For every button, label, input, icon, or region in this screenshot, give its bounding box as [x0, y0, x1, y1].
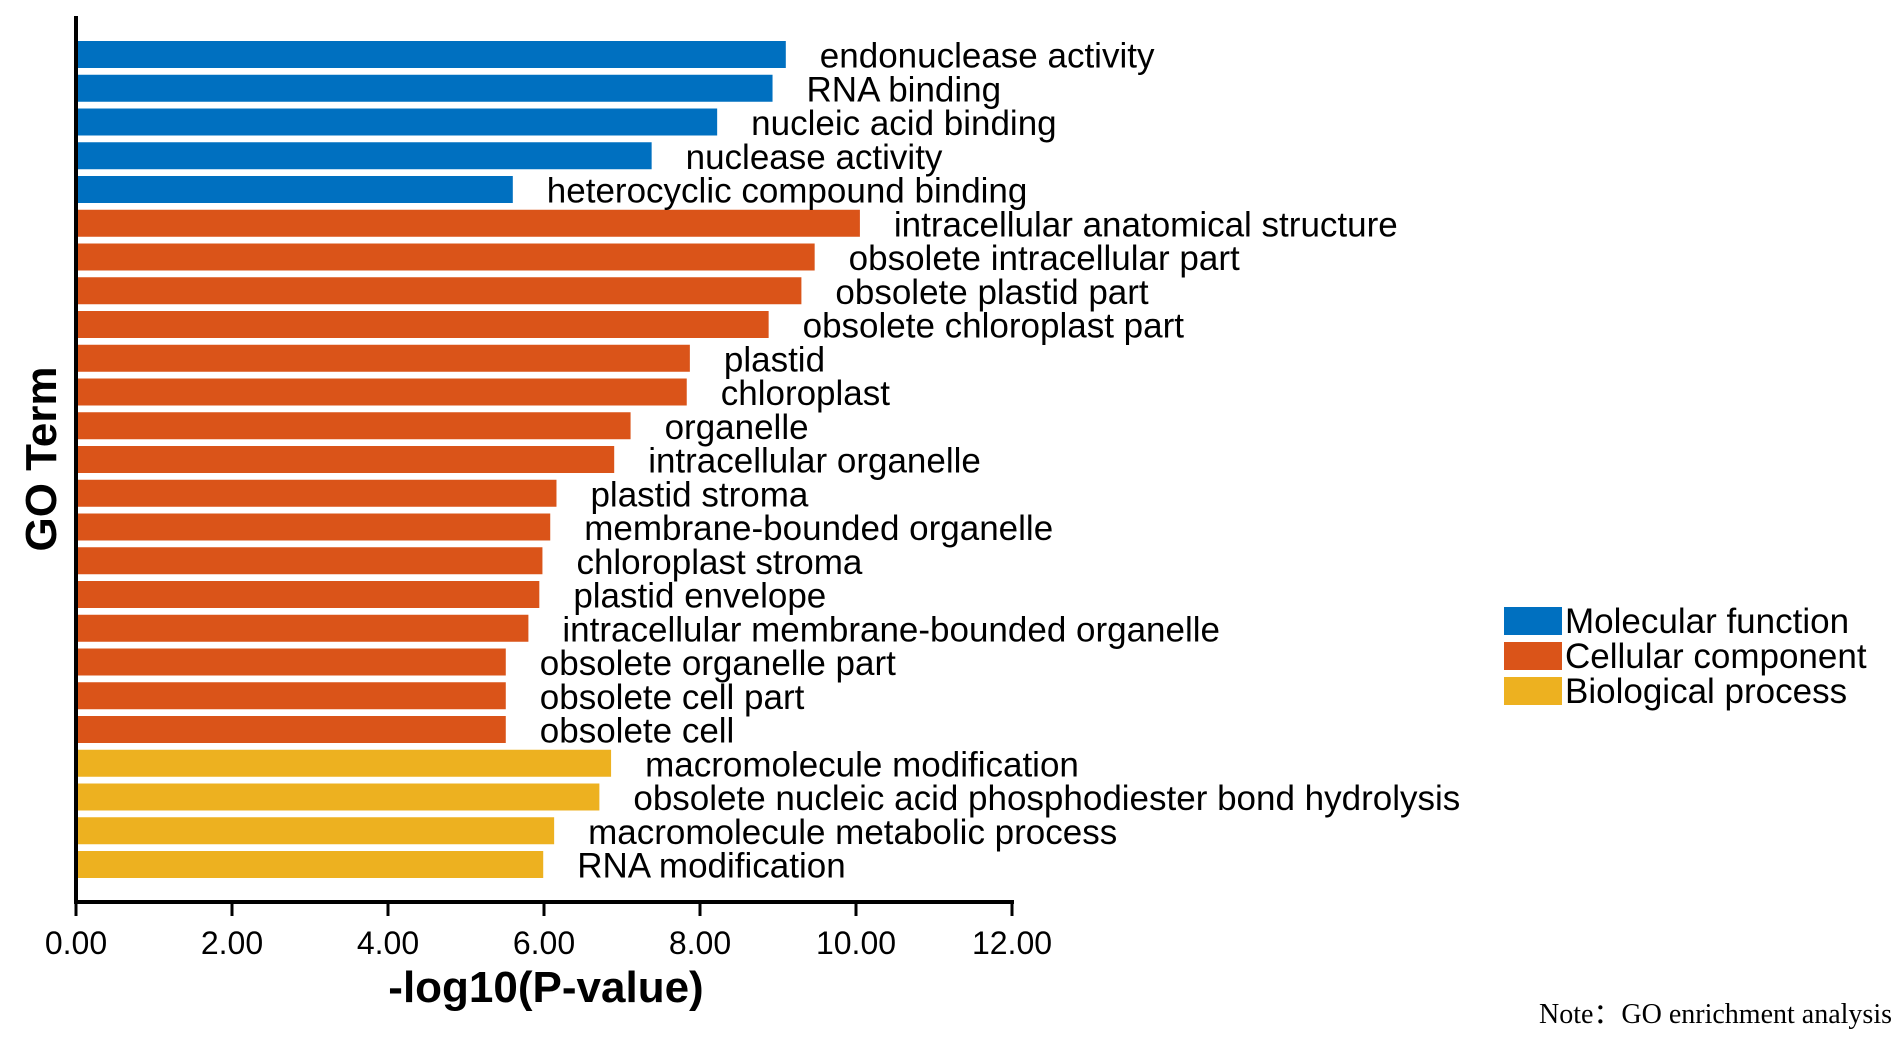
bar [78, 344, 690, 372]
bar-label: plastid stroma [590, 475, 808, 514]
bar-label: obsolete cell [540, 712, 735, 751]
bar [78, 783, 600, 811]
bar-label: intracellular organelle [648, 442, 981, 481]
bar-label: plastid [724, 340, 825, 379]
bar-label: chloroplast stroma [576, 543, 862, 582]
bar [78, 682, 506, 710]
bar [78, 817, 555, 845]
bar-label: membrane-bounded organelle [584, 509, 1053, 548]
bar [78, 412, 631, 440]
bar [78, 142, 652, 170]
bar-label: nucleic acid binding [751, 104, 1056, 143]
bar-label: RNA binding [807, 70, 1002, 109]
bar [78, 446, 615, 473]
x-ticks-group: 0.00 2.00 4.00 6.00 8.00 10.00 12.00 [45, 902, 1052, 961]
note-text: Note：GO enrichment analysis [1539, 999, 1892, 1030]
legend-swatch [1504, 642, 1562, 670]
bar [78, 41, 786, 68]
bar [78, 479, 557, 507]
bar [78, 716, 506, 743]
bar [78, 749, 612, 777]
bar [78, 311, 769, 338]
x-tick-label: 6.00 [513, 925, 575, 961]
bar [78, 277, 802, 305]
bar [78, 547, 543, 575]
bar [78, 648, 506, 676]
bar-label: heterocyclic compound binding [547, 172, 1028, 211]
legend-label: Cellular component [1565, 637, 1867, 676]
bar-label: nuclease activity [686, 138, 943, 177]
x-tick-label: 10.00 [816, 925, 896, 961]
x-axis-title: -log10(P-value) [388, 963, 703, 1012]
x-tick-label: 0.00 [45, 925, 107, 961]
y-axis-title: GO Term [17, 366, 66, 551]
bar-label: macromolecule modification [645, 745, 1079, 784]
bar [78, 209, 860, 237]
legend-label: Biological process [1565, 672, 1847, 711]
bar-label: obsolete cell part [540, 678, 805, 717]
legend-swatch [1504, 677, 1562, 705]
bar-label: obsolete intracellular part [849, 239, 1240, 278]
bars-group [78, 41, 860, 878]
bar-label: obsolete plastid part [835, 273, 1149, 312]
bar-label: obsolete chloroplast part [803, 307, 1185, 346]
bar-label: endonuclease activity [820, 37, 1155, 76]
x-tick-label: 12.00 [972, 925, 1052, 961]
bar [78, 513, 551, 541]
bar [78, 614, 529, 642]
bar-label: organelle [665, 408, 809, 447]
bar [78, 581, 540, 608]
bar-label: plastid envelope [573, 577, 826, 616]
bar-label: intracellular anatomical structure [894, 205, 1398, 244]
legend-label: Molecular function [1565, 602, 1849, 641]
x-tick-label: 4.00 [357, 925, 419, 961]
bar-label: RNA modification [577, 847, 845, 886]
bar [78, 378, 687, 406]
bar-label: chloroplast [721, 374, 891, 413]
legend-swatch [1504, 607, 1562, 635]
bar-label: intracellular membrane-bounded organelle [562, 610, 1220, 649]
bar [78, 108, 718, 136]
x-tick-label: 8.00 [669, 925, 731, 961]
bar [78, 243, 815, 271]
bar-label: obsolete nucleic acid phosphodiester bon… [633, 779, 1460, 818]
x-tick-label: 2.00 [201, 925, 263, 961]
bar-label: macromolecule metabolic process [588, 813, 1117, 852]
bar [78, 851, 544, 878]
bar [78, 176, 513, 203]
bar-label: obsolete organelle part [540, 644, 896, 683]
bar [78, 74, 773, 102]
